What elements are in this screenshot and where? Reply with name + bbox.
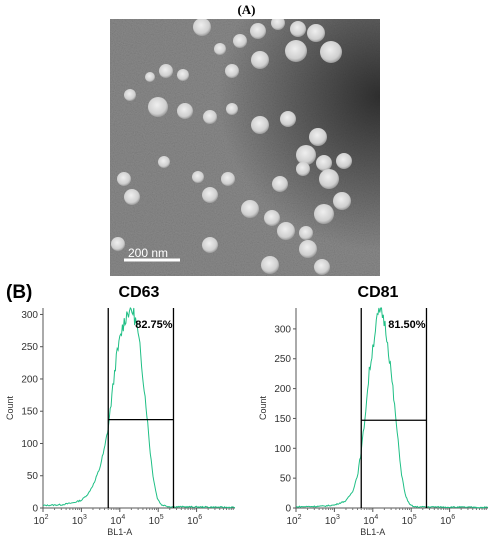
vesicle — [177, 103, 193, 119]
vesicle — [251, 51, 269, 69]
x-tick-label: 104 — [363, 514, 378, 527]
x-tick-label: 104 — [110, 514, 125, 527]
vesicle — [290, 21, 306, 37]
x-axis-label: BL1-A — [107, 527, 132, 537]
vesicle — [314, 204, 334, 224]
y-tick-label: 50 — [280, 474, 292, 485]
tem-particles — [111, 19, 352, 275]
vesicle — [148, 97, 168, 117]
x-tick-label: 103 — [72, 514, 87, 527]
vesicle — [277, 222, 295, 240]
vesicle — [124, 89, 136, 101]
y-tick-label: 250 — [21, 342, 38, 353]
vesicle — [261, 256, 279, 274]
vesicle — [111, 237, 125, 251]
panel-b-label: (B) — [6, 282, 33, 303]
vesicle — [202, 237, 218, 253]
vesicle — [271, 19, 285, 30]
y-tick-label: 50 — [27, 471, 39, 482]
vesicle — [307, 24, 325, 42]
vesicle — [285, 40, 307, 62]
vesicle — [319, 169, 339, 189]
vesicle — [250, 23, 266, 39]
vesicle — [296, 162, 310, 176]
vesicle — [333, 192, 351, 210]
y-tick-label: 300 — [21, 310, 38, 321]
vesicle — [233, 34, 247, 48]
chart-title: CD81 — [358, 284, 399, 301]
vesicle — [299, 240, 317, 258]
histogram-curve — [295, 307, 489, 509]
vesicle — [320, 41, 342, 63]
y-tick-label: 0 — [285, 504, 291, 515]
vesicle — [193, 19, 211, 36]
chart-title: CD63 — [119, 284, 160, 301]
vesicle — [214, 43, 226, 55]
gate-percentage: 81.50% — [388, 319, 426, 331]
vesicle — [221, 172, 235, 186]
y-tick-label: 100 — [274, 444, 291, 455]
y-axis-label: Count — [258, 396, 268, 421]
vesicle — [309, 128, 327, 146]
vesicle — [158, 156, 170, 168]
vesicle — [177, 69, 189, 81]
histogram-cd81: CD81 0 50 100 150 200 250 300 102 103 104 105 106 BL1… — [258, 284, 489, 537]
vesicle — [225, 64, 239, 78]
vesicle — [117, 172, 131, 186]
vesicle — [272, 176, 288, 192]
gate-percentage: 82.75% — [135, 319, 173, 331]
vesicle — [159, 64, 173, 78]
vesicle — [299, 226, 313, 240]
vesicle — [202, 187, 218, 203]
vesicle — [226, 103, 238, 115]
vesicle — [203, 110, 217, 124]
vesicle — [241, 200, 259, 218]
y-tick-label: 0 — [32, 504, 38, 515]
y-tick-label: 250 — [274, 354, 291, 365]
scale-bar-label: 200 nm — [128, 246, 168, 260]
histogram-curve — [42, 306, 236, 509]
vesicle — [192, 171, 204, 183]
y-tick-label: 150 — [274, 414, 291, 425]
tem-micrograph: 200 nm — [110, 19, 380, 276]
y-tick-label: 200 — [274, 384, 291, 395]
x-tick-label: 105 — [149, 514, 164, 527]
vesicle — [124, 189, 140, 205]
panel-a-label: (A) — [237, 2, 256, 17]
vesicle — [316, 155, 332, 171]
vesicle — [296, 145, 316, 165]
y-tick-label: 150 — [21, 407, 38, 418]
y-tick-label: 300 — [274, 324, 291, 335]
y-tick-label: 200 — [21, 374, 38, 385]
x-tick-label: 103 — [325, 514, 340, 527]
x-tick-label: 102 — [33, 514, 48, 527]
y-tick-label: 100 — [21, 439, 38, 450]
vesicle — [145, 72, 155, 82]
vesicle — [336, 153, 352, 169]
x-tick-label: 106 — [440, 514, 455, 527]
x-tick-label: 106 — [187, 514, 202, 527]
histogram-cd63: CD63 0 50 100 150 200 250 300 102 103 104 105 106 BL1… — [5, 284, 236, 537]
vesicle — [280, 111, 296, 127]
vesicle — [314, 259, 330, 275]
vesicle — [251, 116, 269, 134]
x-tick-label: 105 — [402, 514, 417, 527]
vesicle — [264, 210, 280, 226]
y-axis-label: Count — [5, 396, 15, 421]
x-axis-label: BL1-A — [360, 527, 385, 537]
x-tick-label: 102 — [286, 514, 301, 527]
